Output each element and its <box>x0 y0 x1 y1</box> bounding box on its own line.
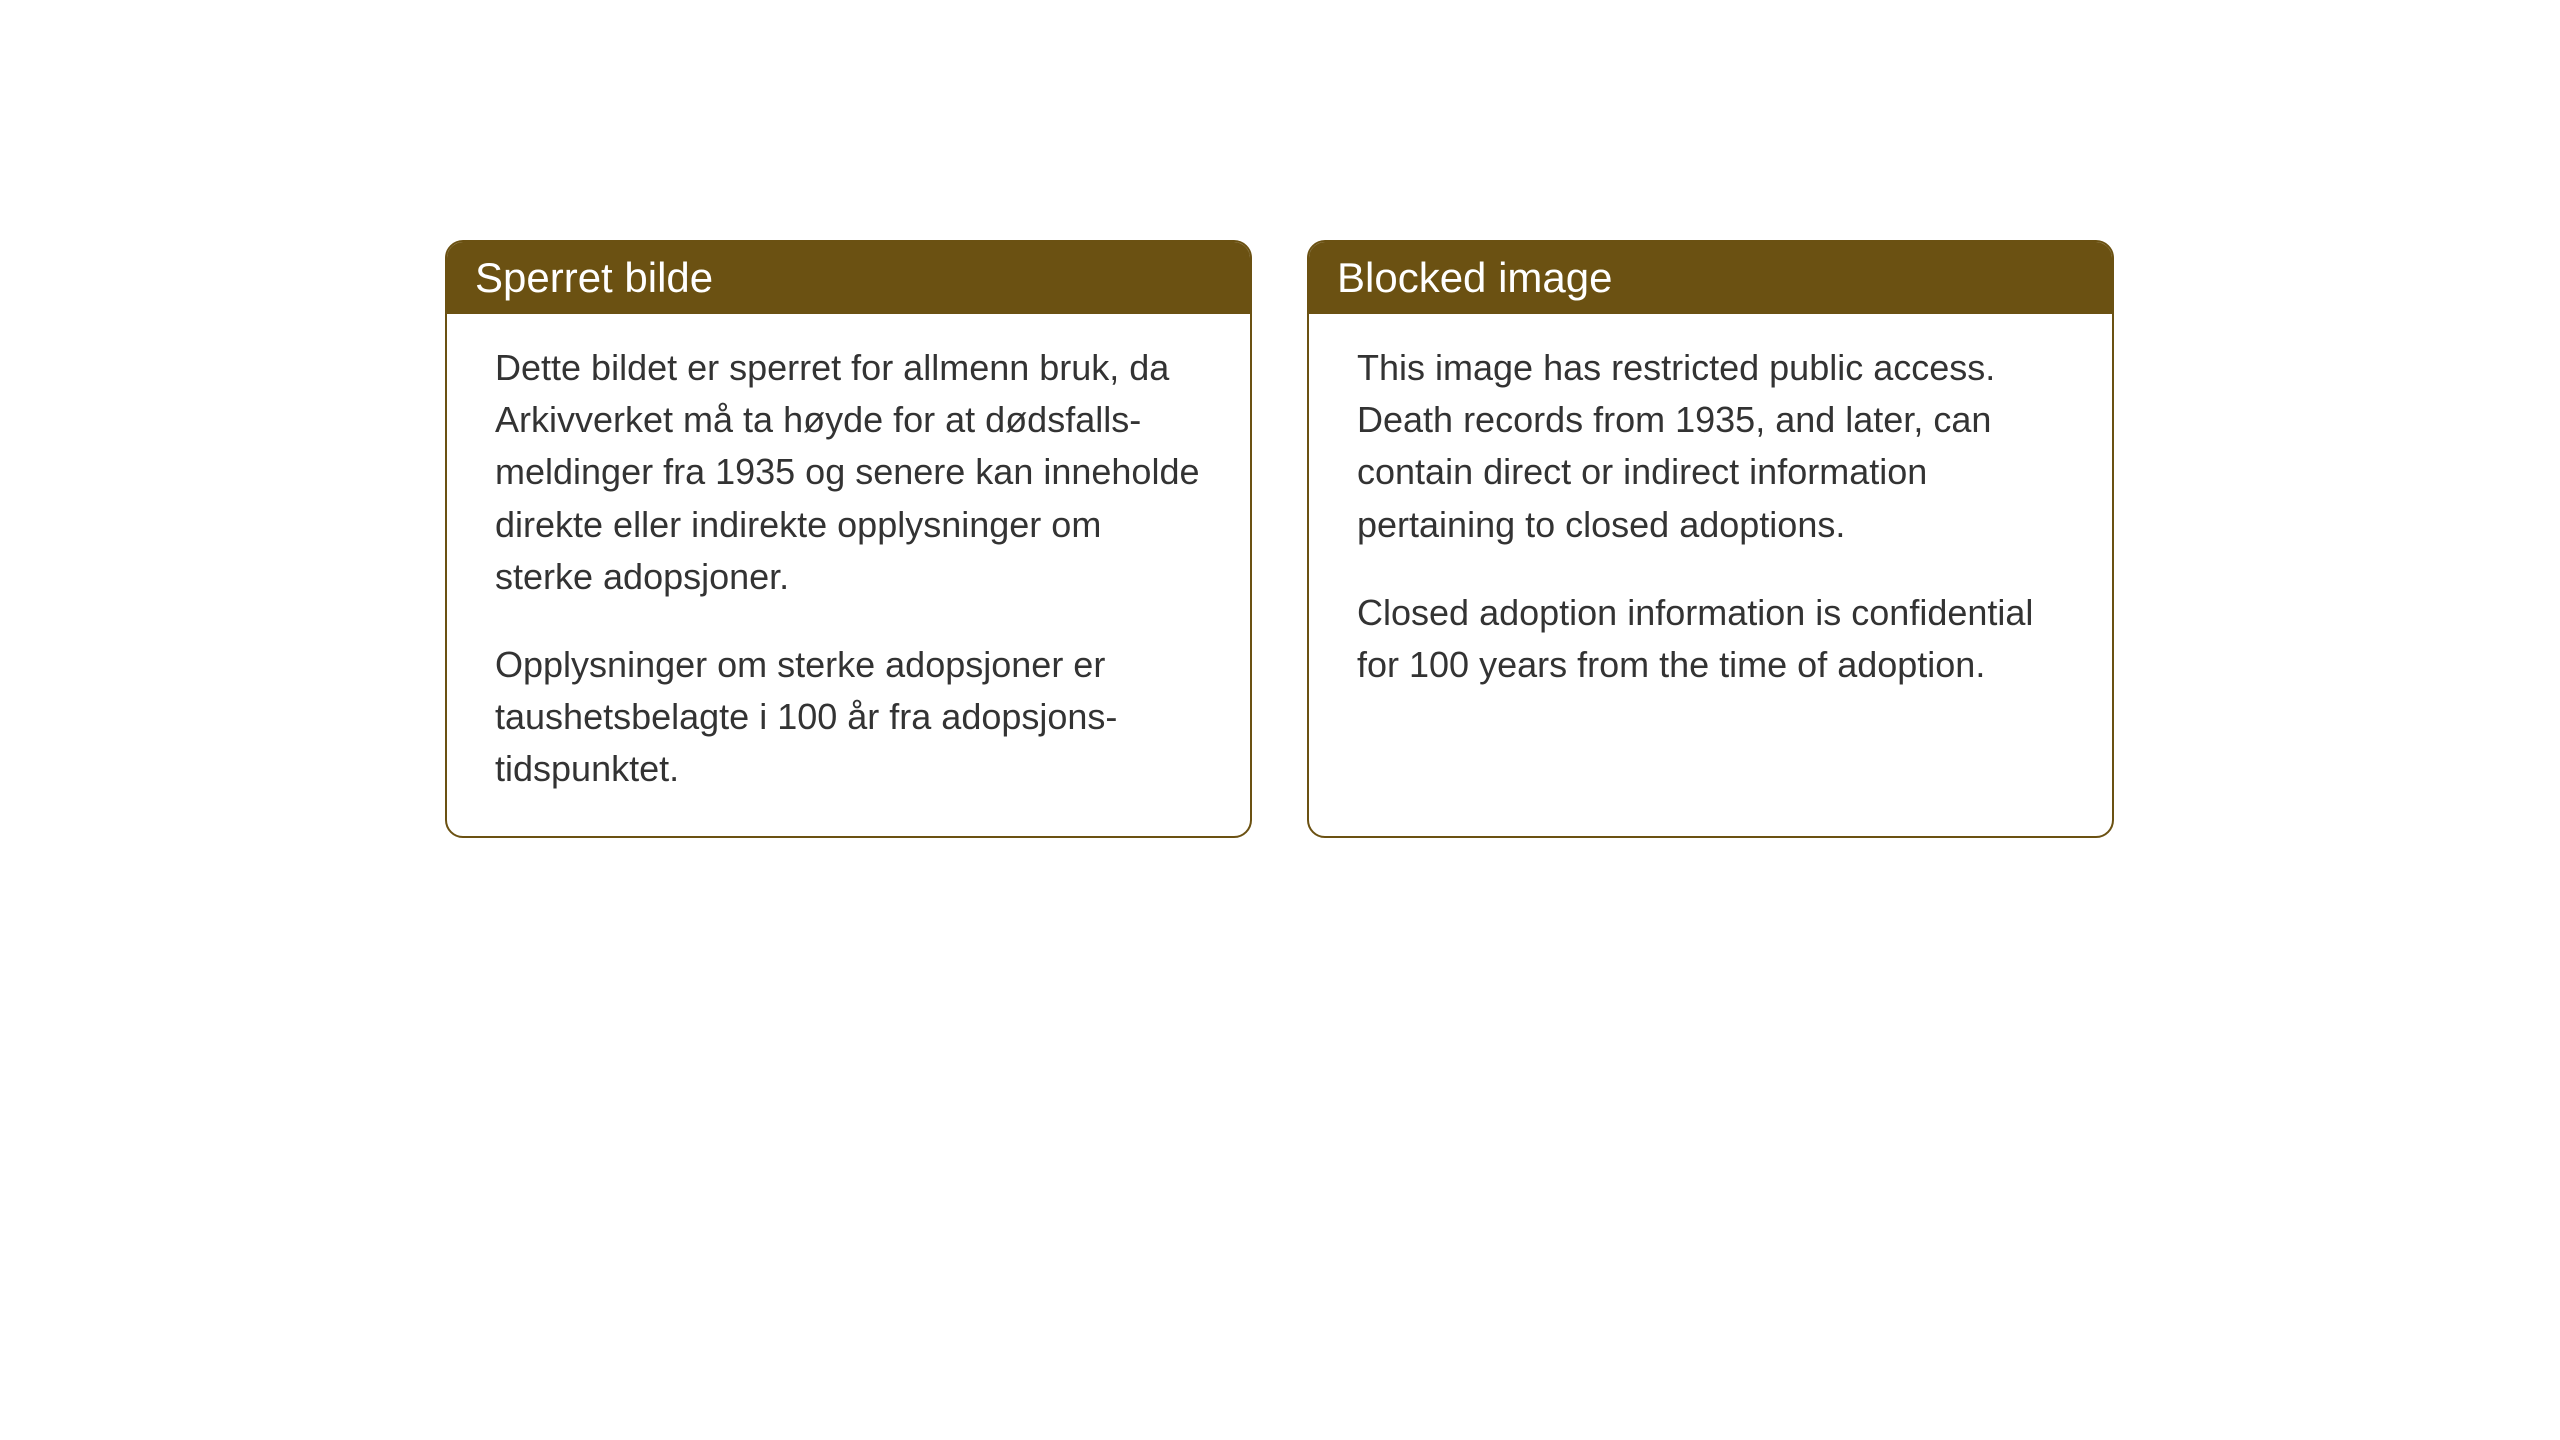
card-english: Blocked image This image has restricted … <box>1307 240 2114 838</box>
card-title-norwegian: Sperret bilde <box>475 254 713 301</box>
paragraph-1-english: This image has restricted public access.… <box>1357 342 2064 551</box>
card-body-english: This image has restricted public access.… <box>1309 314 2112 731</box>
card-body-norwegian: Dette bildet er sperret for allmenn bruk… <box>447 314 1250 836</box>
paragraph-1-norwegian: Dette bildet er sperret for allmenn bruk… <box>495 342 1202 603</box>
card-title-english: Blocked image <box>1337 254 1612 301</box>
card-header-english: Blocked image <box>1309 242 2112 314</box>
card-norwegian: Sperret bilde Dette bildet er sperret fo… <box>445 240 1252 838</box>
cards-container: Sperret bilde Dette bildet er sperret fo… <box>445 240 2114 838</box>
paragraph-2-norwegian: Opplysninger om sterke adopsjoner er tau… <box>495 639 1202 796</box>
card-header-norwegian: Sperret bilde <box>447 242 1250 314</box>
paragraph-2-english: Closed adoption information is confident… <box>1357 587 2064 691</box>
